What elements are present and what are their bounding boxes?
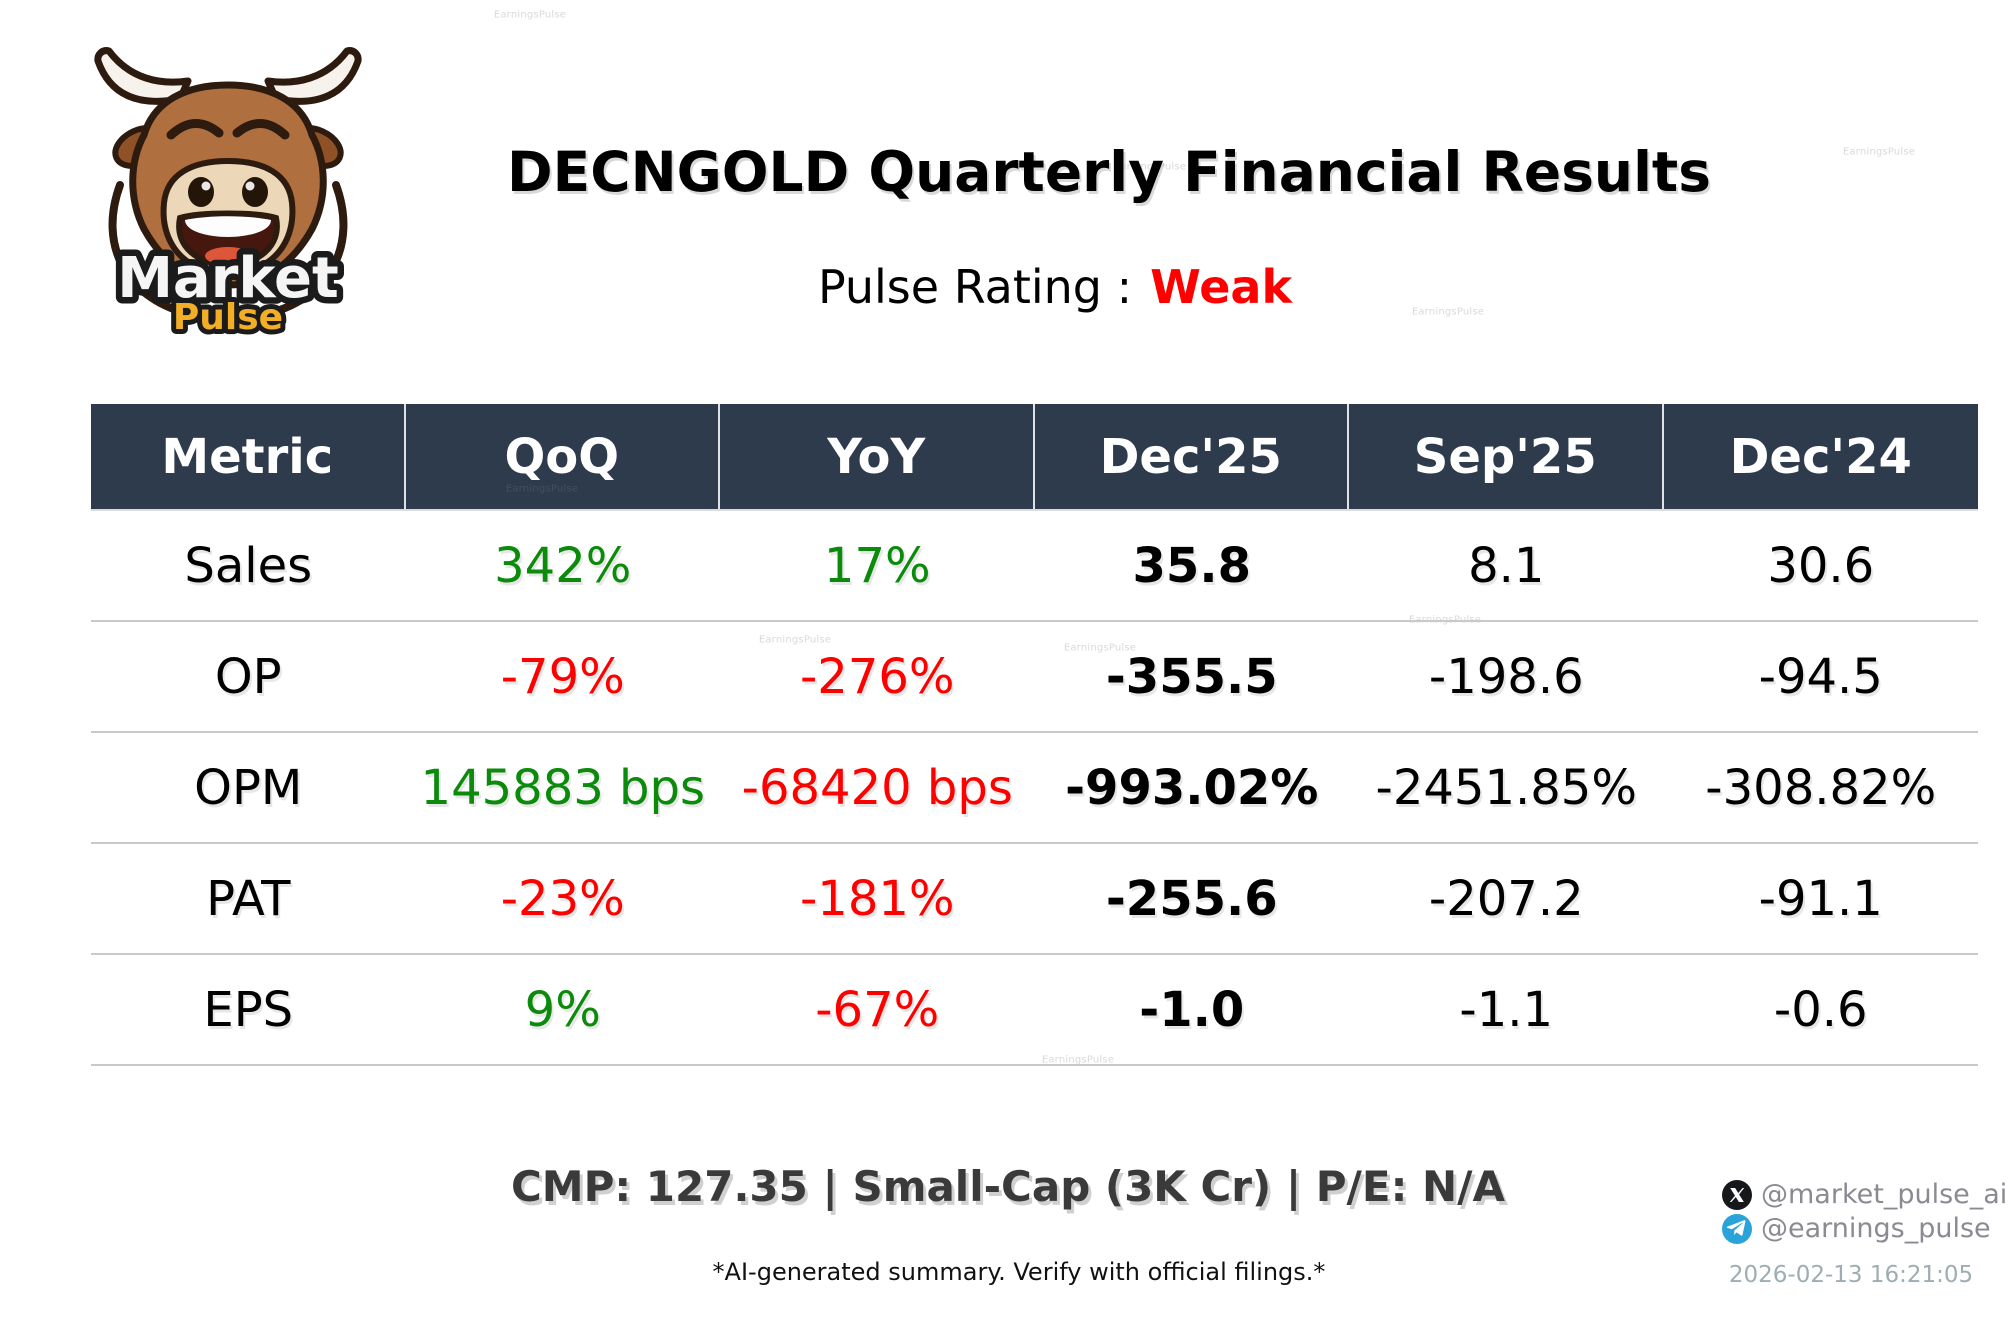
cell-yoy: -276% bbox=[799, 648, 955, 705]
telegram-handle-row: @earnings_pulse bbox=[1722, 1212, 2007, 1245]
column-header-dec24: Dec'24 bbox=[1729, 428, 1912, 485]
cell-dec24: -91.1 bbox=[1758, 870, 1883, 927]
watermark: EarningsPulse bbox=[493, 9, 567, 21]
generated-timestamp: 2026-02-13 16:21:05 bbox=[1728, 1262, 1974, 1288]
pulse-rating-line: Pulse Rating : Weak bbox=[94, 260, 2016, 314]
cell-sep25: -198.6 bbox=[1428, 648, 1584, 705]
logo-text-pulse: Pulse bbox=[173, 297, 283, 335]
column-header-sep25: Sep'25 bbox=[1349, 404, 1664, 509]
watermark: EarningsPulse bbox=[1063, 642, 1137, 654]
cell-qoq: -79% bbox=[500, 648, 625, 705]
ai-disclaimer: *AI-generated summary. Verify with offic… bbox=[712, 1258, 1326, 1286]
cell-dec25: -255.6 bbox=[1105, 870, 1278, 927]
market-pulse-logo: Market Pulse bbox=[68, 35, 388, 343]
cell-sep25: -2451.85% bbox=[1375, 759, 1637, 816]
watermark: EarningsPulse bbox=[1113, 161, 1187, 173]
cell-dec24: -0.6 bbox=[1773, 981, 1868, 1038]
page-title: DECNGOLD Quarterly Financial Results bbox=[507, 140, 1711, 204]
cell-metric: EPS bbox=[203, 981, 294, 1038]
cell-yoy: 17% bbox=[823, 537, 931, 594]
cell-metric: OPM bbox=[194, 759, 303, 816]
cell-dec24: 30.6 bbox=[1767, 537, 1875, 594]
watermark: EarningsPulse bbox=[1842, 146, 1916, 158]
logo-text-market: Market bbox=[117, 246, 339, 311]
cmp-summary-line: CMP: 127.35 | Small-Cap (3K Cr) | P/E: N… bbox=[510, 1162, 1506, 1211]
table-row-eps: EPS 9% -67% -1.0 -1.1 -0.6 bbox=[91, 955, 1978, 1066]
watermark: EarningsPulse bbox=[1411, 306, 1485, 318]
cell-yoy: -181% bbox=[799, 870, 955, 927]
watermark: EarningsPulse bbox=[758, 634, 832, 646]
cell-qoq: 9% bbox=[524, 981, 601, 1038]
cell-yoy: -67% bbox=[815, 981, 940, 1038]
table-row-sales: Sales 342% 17% 35.8 8.1 30.6 bbox=[91, 511, 1978, 622]
cell-sep25: -207.2 bbox=[1428, 870, 1584, 927]
table-row-pat: PAT -23% -181% -255.6 -207.2 -91.1 bbox=[91, 844, 1978, 955]
table-row-opm: OPM 145883 bps -68420 bps -993.02% -2451… bbox=[91, 733, 1978, 844]
column-header-dec25: Dec'25 bbox=[1035, 404, 1349, 509]
cell-metric: OP bbox=[214, 648, 282, 705]
cell-dec25: -1.0 bbox=[1139, 981, 1245, 1038]
financials-table: Metric QoQ YoY Dec'25 Sep'25 Dec'24 Sale… bbox=[91, 404, 1978, 1066]
cell-sep25: 8.1 bbox=[1468, 537, 1545, 594]
cell-dec24: -308.82% bbox=[1705, 759, 1937, 816]
bull-mascot-icon: Market Pulse bbox=[94, 47, 362, 343]
cell-metric: Sales bbox=[184, 537, 313, 594]
watermark: EarningsPulse bbox=[1041, 1054, 1115, 1066]
cell-metric: PAT bbox=[206, 870, 291, 927]
telegram-icon bbox=[1722, 1213, 1752, 1244]
social-handles: @market_pulse_ai @earnings_pulse bbox=[1722, 1178, 2007, 1246]
x-twitter-icon bbox=[1722, 1179, 1752, 1210]
cell-qoq: 342% bbox=[494, 537, 632, 594]
table-row-op: OP -79% -276% -355.5 -198.6 -94.5 bbox=[91, 622, 1978, 733]
telegram-handle-text: @earnings_pulse bbox=[1761, 1213, 1991, 1244]
column-header-metric: Metric bbox=[91, 404, 406, 509]
cell-dec24: -94.5 bbox=[1758, 648, 1883, 705]
table-header-row: Metric QoQ YoY Dec'25 Sep'25 Dec'24 bbox=[91, 404, 1978, 511]
pulse-rating-label: Pulse Rating : bbox=[817, 260, 1133, 314]
column-header-qoq: QoQ bbox=[406, 404, 720, 509]
cell-qoq: -23% bbox=[500, 870, 625, 927]
cell-dec25: -993.02% bbox=[1065, 759, 1319, 816]
column-header-yoy: YoY bbox=[720, 404, 1035, 509]
x-handle-text: @market_pulse_ai bbox=[1761, 1179, 2008, 1210]
cell-dec25: 35.8 bbox=[1132, 537, 1251, 594]
pulse-rating-value: Weak bbox=[1150, 260, 1293, 314]
cell-qoq: 145883 bps bbox=[420, 759, 705, 816]
x-handle-row: @market_pulse_ai bbox=[1722, 1178, 2007, 1211]
cell-dec25: -355.5 bbox=[1105, 648, 1278, 705]
cell-sep25: -1.1 bbox=[1459, 981, 1554, 1038]
watermark: EarningsPulse bbox=[505, 483, 579, 495]
cell-yoy: -68420 bps bbox=[741, 759, 1013, 816]
